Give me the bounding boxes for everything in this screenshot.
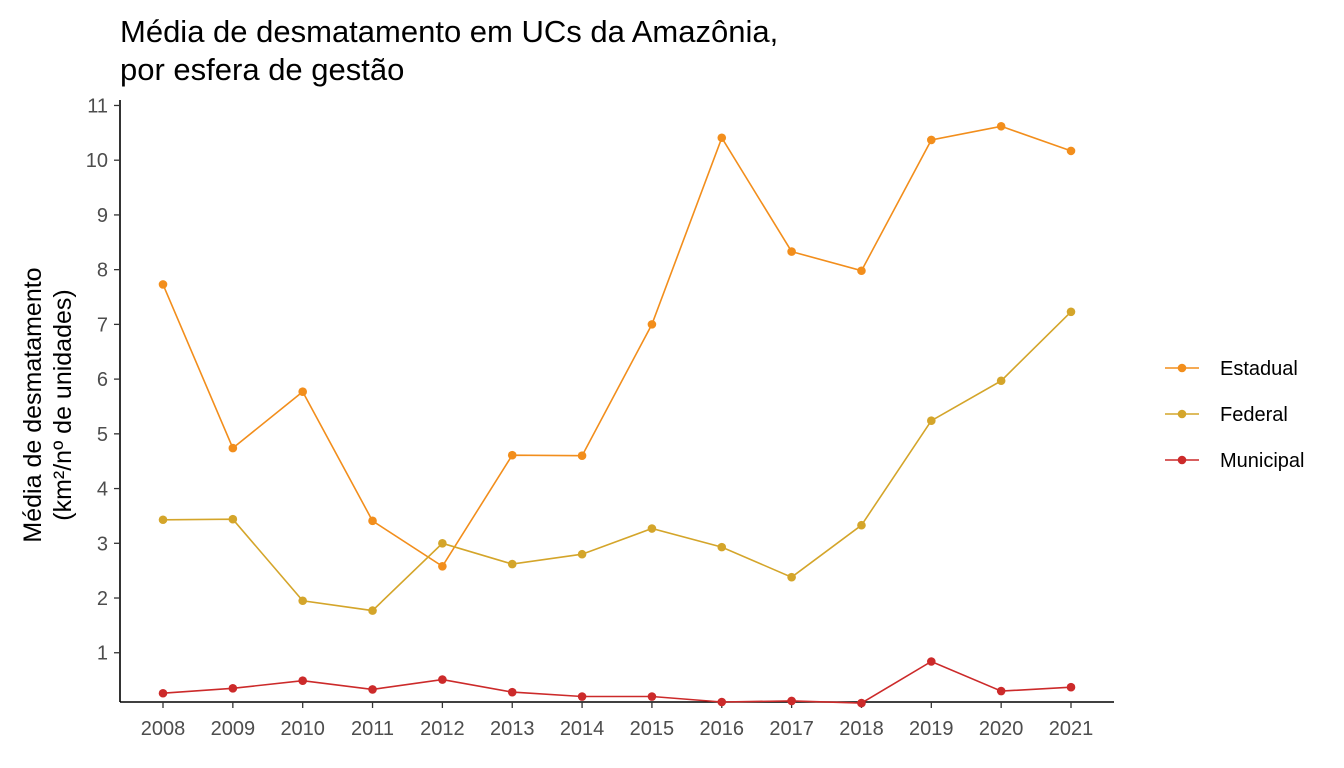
- chart-title-line-2: por esfera de gestão: [120, 52, 404, 87]
- y-tick-label: 5: [97, 424, 108, 446]
- data-point-federal: [927, 416, 936, 426]
- y-tick-label: 7: [97, 314, 108, 336]
- data-point-federal: [158, 515, 168, 525]
- x-tick-label: 2020: [979, 718, 1024, 740]
- legend-item-estadual: Estadual: [1165, 358, 1298, 380]
- series-layer: [158, 121, 1076, 708]
- x-tick-label: 2018: [839, 718, 884, 740]
- data-point-estadual: [996, 121, 1006, 131]
- legend-label: Federal: [1220, 404, 1288, 426]
- data-point-federal: [577, 549, 587, 559]
- data-point-estadual: [927, 135, 936, 145]
- series-line-municipal: [162, 660, 1072, 704]
- data-point-federal: [368, 606, 377, 615]
- y-axis-label-line-2: (km²/nº de unidades): [49, 289, 77, 520]
- series-estadual: [158, 121, 1076, 571]
- data-point-federal: [787, 572, 796, 582]
- data-point-federal: [717, 542, 727, 552]
- x-tick-label: 2017: [769, 718, 814, 740]
- x-tick-label: 2010: [280, 718, 325, 740]
- data-point-federal: [228, 514, 238, 524]
- data-point-estadual: [507, 450, 517, 460]
- data-point-municipal: [1066, 682, 1076, 692]
- data-point-municipal: [507, 687, 517, 697]
- y-tick-label: 11: [87, 95, 108, 117]
- series-municipal: [158, 657, 1076, 708]
- data-point-federal: [298, 596, 307, 606]
- data-point-estadual: [1066, 146, 1076, 156]
- x-tick-label: 2019: [909, 718, 954, 740]
- data-point-federal: [1066, 307, 1076, 317]
- data-point-estadual: [298, 387, 307, 396]
- data-point-estadual: [158, 280, 168, 289]
- data-point-estadual: [857, 266, 866, 276]
- legend-label: Estadual: [1220, 358, 1298, 380]
- x-tick-label: 2013: [490, 718, 535, 740]
- data-point-municipal: [996, 686, 1006, 696]
- series-line-federal: [162, 311, 1072, 612]
- data-point-estadual: [787, 247, 796, 256]
- data-point-estadual: [368, 516, 377, 526]
- data-point-federal: [996, 376, 1006, 386]
- x-tick-label: 2021: [1049, 718, 1094, 740]
- x-tick-label: 2015: [630, 718, 675, 740]
- data-point-municipal: [158, 688, 168, 698]
- legend-key-point: [1177, 363, 1187, 373]
- data-point-municipal: [368, 685, 377, 694]
- series-line-estadual: [162, 125, 1072, 568]
- data-point-federal: [507, 559, 517, 569]
- x-tick-label: 2016: [700, 718, 745, 740]
- data-point-municipal: [717, 697, 727, 707]
- series-federal: [158, 307, 1076, 615]
- chart-title-line-1: Média de desmatamento em UCs da Amazônia…: [120, 14, 778, 49]
- legend-item-federal: Federal: [1165, 404, 1288, 426]
- x-tick-label: 2011: [351, 718, 394, 740]
- data-point-municipal: [647, 692, 657, 701]
- y-tick-label: 10: [86, 150, 108, 172]
- x-tick-label: 2008: [141, 718, 186, 740]
- data-point-municipal: [228, 684, 238, 693]
- data-point-estadual: [717, 133, 727, 143]
- x-tick-label: 2012: [420, 718, 465, 740]
- y-tick-label: 6: [97, 369, 108, 391]
- y-tick-label: 8: [97, 260, 108, 282]
- y-tick-label: 9: [97, 205, 108, 227]
- y-tick-label: 1: [97, 643, 108, 665]
- data-point-municipal: [577, 692, 587, 701]
- y-tick-label: 4: [97, 479, 108, 501]
- legend-key-point: [1177, 455, 1187, 465]
- legend-label: Municipal: [1220, 450, 1304, 472]
- data-point-estadual: [577, 451, 587, 461]
- data-point-federal: [647, 524, 657, 533]
- y-axis-ticks: 1 2 3 4 5 6 7 8 9 10 11: [86, 95, 120, 665]
- data-point-estadual: [438, 561, 447, 571]
- data-point-municipal: [298, 676, 307, 685]
- y-tick-label: 3: [97, 533, 108, 555]
- x-tick-label: 2009: [211, 718, 256, 740]
- data-point-estadual: [647, 320, 657, 329]
- data-point-municipal: [857, 698, 866, 708]
- data-point-federal: [857, 520, 866, 530]
- x-tick-label: 2014: [560, 718, 605, 740]
- legend-item-municipal: Municipal: [1165, 450, 1304, 472]
- data-point-municipal: [927, 657, 936, 666]
- data-point-municipal: [438, 675, 447, 684]
- legend-key-point: [1177, 409, 1187, 419]
- data-point-federal: [438, 538, 447, 548]
- y-tick-label: 2: [97, 588, 108, 610]
- y-axis-label-line-1: Média de desmatamento: [19, 267, 47, 542]
- data-point-estadual: [228, 443, 238, 453]
- data-point-municipal: [787, 696, 796, 706]
- legend: Estadual Federal Municipal: [1165, 358, 1304, 472]
- x-axis-ticks: 2008 2009 2010 2011 2012 2013 2014 2015 2016 2017…: [141, 702, 1094, 740]
